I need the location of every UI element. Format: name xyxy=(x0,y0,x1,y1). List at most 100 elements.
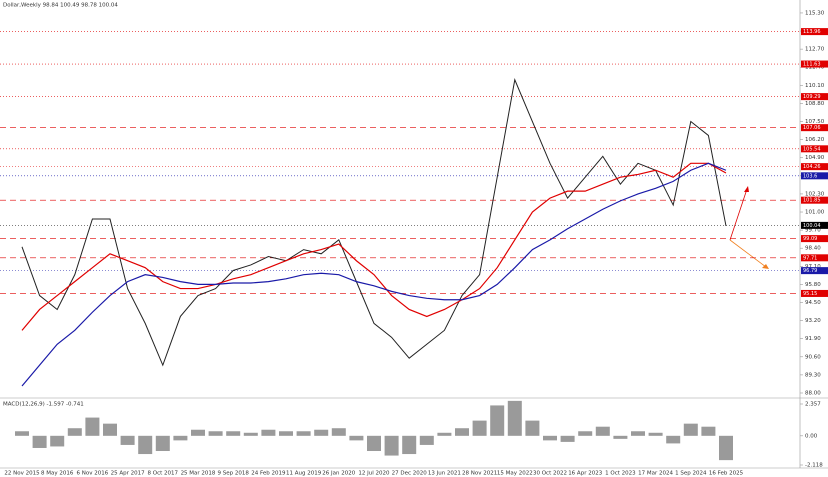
macd-bar xyxy=(578,431,593,436)
x-tick-label: 16 Feb 2025 xyxy=(709,471,744,477)
level-box xyxy=(801,172,828,180)
macd-bar xyxy=(472,420,487,436)
macd-bar xyxy=(208,431,223,436)
y-tick-label: 102.30 xyxy=(805,191,825,197)
level-label: 103.6 xyxy=(803,173,817,179)
macd-bar xyxy=(455,428,469,436)
y-tick-label: 99.70 xyxy=(805,228,821,234)
y-tick-label: 112.70 xyxy=(805,47,825,53)
level-label: 105.54 xyxy=(803,146,821,152)
level-box xyxy=(801,60,828,68)
level-box xyxy=(801,196,828,204)
macd-bar xyxy=(525,420,540,436)
macd-bar xyxy=(631,431,645,436)
level-label: 96.79 xyxy=(803,268,817,274)
macd-bar xyxy=(543,435,557,441)
macd-title: MACD(12,26,9) -1.597 -0.741 xyxy=(3,402,84,408)
x-tick-label: 28 Nov 2021 xyxy=(462,471,497,477)
level-box xyxy=(801,221,828,229)
macd-bar xyxy=(15,431,29,436)
x-tick-label: 16 Apr 2023 xyxy=(568,471,603,477)
y-tick-label: 108.80 xyxy=(805,101,825,107)
macd-bar xyxy=(419,435,434,445)
x-tick-label: 26 Jan 2020 xyxy=(322,471,355,477)
macd-bar xyxy=(138,435,153,455)
level-label: 99.09 xyxy=(803,236,817,242)
y-tick-label: 91.90 xyxy=(805,336,821,342)
macd-bar xyxy=(384,435,399,456)
level-box xyxy=(801,124,828,132)
macd-bar xyxy=(67,428,82,436)
macd-bar xyxy=(103,423,117,436)
macd-bar xyxy=(666,435,681,444)
macd-bar xyxy=(648,432,663,436)
macd-bar xyxy=(507,400,522,436)
series-line xyxy=(21,162,727,387)
y-tick-label: 111.40 xyxy=(805,65,825,71)
x-tick-label: 24 Feb 2019 xyxy=(251,471,286,477)
y-tick-label: 106.20 xyxy=(805,137,825,143)
level-label: 95.15 xyxy=(803,291,817,297)
series-line xyxy=(21,162,727,331)
macd-bar xyxy=(595,426,610,436)
y-tick-label: 98.40 xyxy=(805,246,821,252)
x-tick-label: 25 Apr 2017 xyxy=(111,471,146,477)
x-tick-label: 9 Sep 2018 xyxy=(218,471,250,477)
x-tick-label: 1 Oct 2023 xyxy=(605,471,636,477)
y-tick-label: 104.90 xyxy=(805,155,825,161)
level-label: 111.63 xyxy=(803,62,821,68)
trend-arrows xyxy=(729,186,769,269)
y-tick-label: 90.60 xyxy=(805,354,821,360)
y-tick-label: 110.10 xyxy=(805,83,825,89)
level-label: 101.85 xyxy=(803,198,821,204)
x-tick-label: 17 Mar 2024 xyxy=(638,471,673,477)
level-box xyxy=(801,28,828,36)
y-tick-label: 101.00 xyxy=(805,210,825,216)
macd-bar xyxy=(120,435,135,445)
y-tick-label: 0.00 xyxy=(805,433,818,439)
series-line xyxy=(21,78,727,367)
macd-bar xyxy=(191,429,205,436)
macd-bar xyxy=(226,431,241,436)
macd-bar xyxy=(314,429,329,436)
macd-bar xyxy=(437,432,452,436)
level-label: 104.26 xyxy=(803,164,821,170)
y-tick-label: 97.10 xyxy=(805,264,821,270)
macd-bar xyxy=(296,431,311,436)
x-tick-label: 11 Aug 2019 xyxy=(286,471,322,477)
x-tick-label: 1 Sep 2024 xyxy=(675,471,707,477)
level-box xyxy=(801,289,828,297)
macd-bar xyxy=(719,435,733,461)
level-box xyxy=(801,254,828,262)
level-label: 100.04 xyxy=(803,223,821,229)
macd-bar xyxy=(173,435,188,441)
x-tick-label: 22 Nov 2015 xyxy=(4,471,40,477)
y-tick-label: 115.30 xyxy=(805,10,825,16)
y-tick-label: 94.50 xyxy=(805,300,821,306)
macd-bar xyxy=(683,423,698,436)
y-tick-label: 2.357 xyxy=(805,402,821,408)
macd-bar xyxy=(402,435,417,455)
macd-bar xyxy=(490,405,505,436)
macd-bar xyxy=(560,435,575,442)
macd-bar xyxy=(155,435,170,452)
x-tick-label: 8 Oct 2017 xyxy=(148,471,179,477)
macd-bar xyxy=(331,428,346,436)
macd-bar xyxy=(367,435,381,452)
level-box xyxy=(801,145,828,153)
x-tick-label: 15 May 2022 xyxy=(497,471,533,477)
x-tick-label: 30 Oct 2022 xyxy=(533,471,567,477)
macd-bar xyxy=(50,435,65,447)
y-tick-label: 95.80 xyxy=(805,282,821,288)
x-tick-label: 27 Dec 2020 xyxy=(392,471,428,477)
macd-bar xyxy=(85,417,100,436)
y-tick-label: 107.50 xyxy=(805,119,825,125)
macd-bar xyxy=(349,435,364,441)
x-tick-label: 6 Nov 2016 xyxy=(77,471,109,477)
level-box xyxy=(801,267,828,275)
chart-title: Dollar,Weekly 98.84 100.49 98.78 100.04 xyxy=(3,3,118,9)
macd-bar xyxy=(279,431,293,436)
level-box xyxy=(801,163,828,171)
level-box xyxy=(801,93,828,101)
